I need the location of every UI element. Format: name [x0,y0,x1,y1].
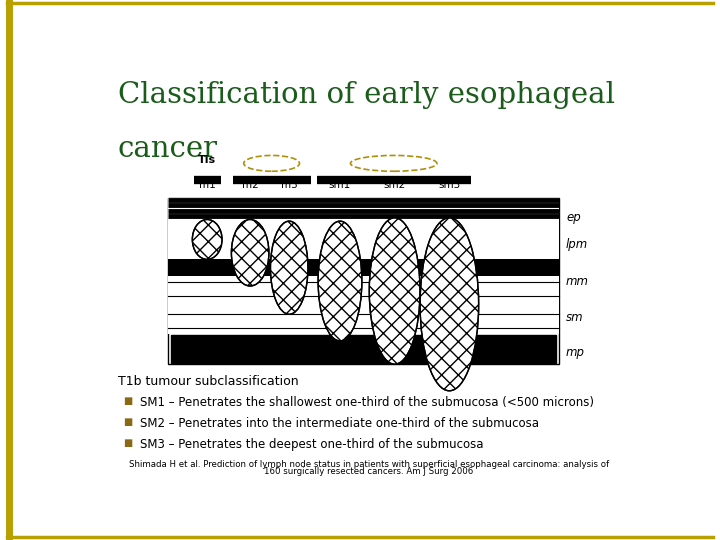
Text: ■: ■ [124,396,132,406]
Ellipse shape [318,221,362,341]
Text: m1: m1 [199,180,215,191]
Ellipse shape [244,156,300,171]
Text: Classification of early esophageal: Classification of early esophageal [118,82,615,110]
Ellipse shape [369,218,420,364]
Text: sm1: sm1 [329,180,351,191]
Bar [168,198,559,364]
Text: Tis: Tis [198,154,216,165]
Text: T1b tumour subclassification: T1b tumour subclassification [118,375,299,388]
Bar [168,259,559,276]
Text: Shimada H et al. Prediction of lymph node status in patients with superficial es: Shimada H et al. Prediction of lymph nod… [129,460,609,469]
Text: SM3 – Penetrates the deepest one-third of the submucosa: SM3 – Penetrates the deepest one-third o… [140,438,484,451]
Bar [168,276,559,334]
Text: cancer: cancer [118,136,218,164]
Ellipse shape [420,218,479,391]
Text: ■: ■ [124,438,132,448]
Ellipse shape [271,221,308,314]
Text: ep: ep [566,211,581,224]
Bar [168,198,559,259]
Text: sm3: sm3 [438,180,461,191]
Text: sm2: sm2 [384,180,406,191]
Ellipse shape [192,219,222,259]
Ellipse shape [351,156,437,171]
Bar [171,335,556,363]
Text: sm: sm [566,311,584,324]
Text: m3: m3 [281,180,297,191]
Text: m2: m2 [242,180,258,191]
Text: mp: mp [566,346,585,359]
Text: lpm: lpm [566,238,588,251]
Text: mm: mm [566,274,589,287]
Text: T1a: T1a [260,158,283,168]
Text: SM2 – Penetrates into the intermediate one-third of the submucosa: SM2 – Penetrates into the intermediate o… [140,417,539,430]
Text: T1b: T1b [382,158,405,168]
Text: 160 surgically resected cancers. Am J Surg 2006: 160 surgically resected cancers. Am J Su… [264,467,474,476]
Ellipse shape [231,219,269,286]
Text: ■: ■ [124,417,132,427]
Text: SM1 – Penetrates the shallowest one-third of the submucosa (<500 microns): SM1 – Penetrates the shallowest one-thir… [140,396,594,409]
